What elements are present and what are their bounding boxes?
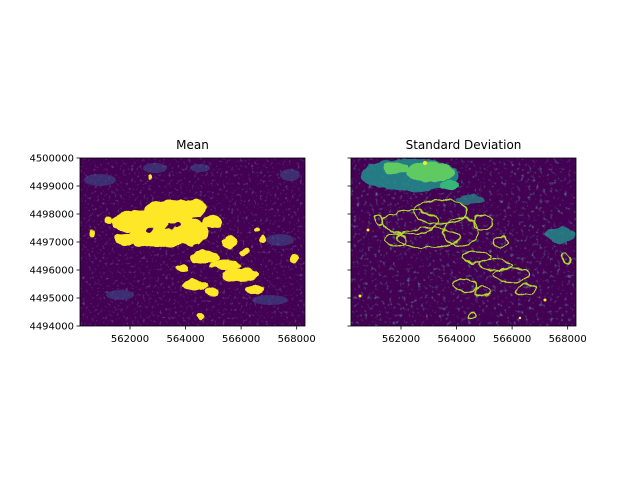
mean-high-cluster [90, 175, 298, 320]
mean-dark-gaps [147, 222, 236, 286]
mean-x-tick-label: 562000 [111, 334, 149, 345]
mean-heatmap [80, 158, 305, 326]
mean-y-tick-label: 4499000 [29, 182, 74, 193]
std-panel: Standard Deviation [347, 138, 587, 345]
std-heatmap [351, 158, 576, 326]
std-scattered-highlights [358, 161, 547, 320]
std-x-tick-label: 568000 [549, 334, 587, 345]
mean-y-tick-label: 4495000 [29, 294, 74, 305]
std-y-ticks [347, 157, 351, 327]
mean-x-tick-label: 564000 [166, 334, 204, 345]
std-upper-region [360, 159, 576, 243]
std-x-tick-label: 566000 [493, 334, 531, 345]
mean-y-ticks: 4494000 4495000 4496000 4497000 4498000 44990… [29, 154, 80, 333]
mean-x-tick-label: 568000 [278, 334, 316, 345]
std-x-tick-label: 564000 [437, 334, 475, 345]
std-edge-contours [373, 199, 570, 321]
mean-low-patches [84, 163, 300, 305]
mean-y-tick-label: 4494000 [29, 322, 74, 333]
mean-y-tick-label: 4497000 [29, 238, 74, 249]
mean-x-tick-label: 566000 [222, 334, 260, 345]
mean-y-tick-label: 4498000 [29, 210, 74, 221]
mean-y-tick-label: 4500000 [29, 154, 74, 165]
mean-y-tick-label: 4496000 [29, 266, 74, 277]
mean-x-ticks: 562000 564000 566000 568000 [111, 326, 316, 345]
std-x-tick-label: 562000 [382, 334, 420, 345]
std-panel-title: Standard Deviation [406, 138, 522, 152]
mean-panel-title: Mean [176, 138, 209, 152]
mean-panel: Mean [29, 138, 315, 345]
std-x-ticks: 562000 564000 566000 568000 [382, 326, 587, 345]
